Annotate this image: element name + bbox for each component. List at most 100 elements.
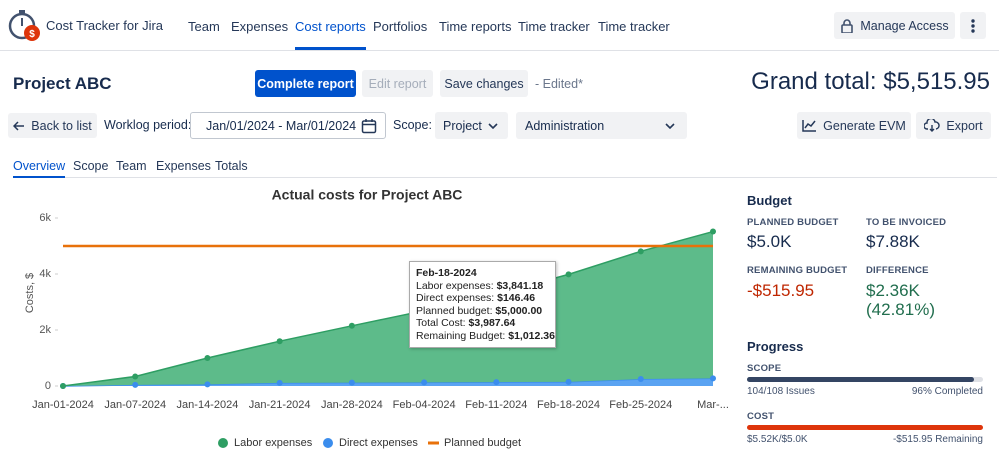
point	[276, 338, 283, 345]
export-button[interactable]: Export	[916, 112, 991, 139]
tooltip-row: Planned budget: $5,000.00	[416, 305, 549, 318]
tab[interactable]: Team	[116, 159, 147, 173]
tooltip-row-value: $5,000.00	[495, 304, 543, 317]
manage-access-button[interactable]: Manage Access	[834, 12, 955, 39]
difference-label: DIFFERENCE	[866, 265, 929, 276]
chart: Actual costs for Project ABC Costs, $ 0 2…	[24, 187, 729, 449]
chart-tooltip: Feb-18-2024 Labor expenses: $3,841.18 Dir…	[409, 261, 556, 348]
cloud-download-icon	[924, 119, 941, 132]
nav-item[interactable]: Expenses	[231, 19, 289, 34]
app-name: Cost Tracker for Jira	[46, 18, 164, 33]
tab-active-underline	[13, 176, 65, 178]
difference-percent: (42.81%)	[866, 300, 935, 319]
scope-progress-completed: 96% Completed	[911, 386, 983, 397]
tooltip-row: Labor expenses: $3,841.18	[416, 280, 549, 293]
nav-item[interactable]: Time tracker	[598, 19, 670, 34]
x-tick-label: Jan-01-2024	[32, 399, 94, 411]
nav-item[interactable]: Time reports	[439, 19, 512, 34]
scope-item-select[interactable]: Administration	[516, 112, 687, 139]
tooltip-row-value: $146.46	[497, 292, 536, 304]
difference-value: $2.36K	[866, 281, 920, 300]
point	[421, 379, 428, 386]
tooltip-row-value: $3,841.18	[496, 279, 544, 292]
edited-status: - Edited*	[535, 77, 583, 91]
chevron-icon	[665, 122, 675, 129]
legend-label: Planned budget	[444, 437, 521, 449]
nav-divider	[0, 50, 999, 51]
nav-item[interactable]: Portfolios	[373, 19, 428, 34]
point	[204, 381, 211, 388]
nav-item[interactable]: Time tracker	[518, 19, 590, 34]
x-tick-label: Feb-04-2024	[393, 399, 456, 411]
tooltip-row-label: Labor expenses:	[416, 279, 494, 292]
x-tick-label: Jan-28-2024	[321, 399, 383, 411]
save-changes-button[interactable]: Save changes	[440, 70, 528, 97]
x-tick-label: Feb-25-2024	[609, 399, 672, 411]
back-button[interactable]: Back to list	[8, 113, 97, 138]
project-title: Project ABC	[13, 74, 112, 93]
tab[interactable]: Scope	[73, 159, 109, 173]
nav-active-underline	[295, 47, 366, 50]
x-tick-label: Feb-11-2024	[465, 399, 527, 411]
budget-title: Budget	[747, 193, 792, 208]
x-tick-label: Jan-07-2024	[104, 399, 166, 411]
calendar-icon	[361, 118, 377, 133]
planned-budget-value: $5.0K	[747, 232, 792, 251]
tooltip-row: Direct expenses: $146.46	[416, 292, 549, 305]
tooltip-row-label: Total Cost:	[416, 317, 466, 329]
point	[493, 379, 500, 386]
worklog-period-field[interactable]: Jan/01/2024 - Mar/01/2024	[190, 112, 386, 139]
lock-icon	[841, 18, 854, 33]
legend-label: Direct expenses	[339, 437, 418, 449]
nav-item[interactable]: Team	[188, 19, 220, 34]
edit-report-button[interactable]: Edit report	[362, 70, 433, 97]
tooltip-row-label: Planned budget:	[416, 304, 493, 317]
cost-progress-amount: $5.52K/$5.0K	[747, 434, 808, 445]
nav-item[interactable]: Cost reports	[295, 19, 366, 34]
scope-progress-issues: 104/108 Issues	[747, 386, 815, 397]
point	[132, 373, 139, 380]
tab[interactable]: Expenses	[156, 159, 211, 173]
point	[348, 322, 355, 329]
point	[204, 355, 211, 361]
tab[interactable]: Overview	[13, 159, 66, 173]
tooltip-row-value: $1,012.36	[508, 329, 555, 342]
point	[637, 248, 644, 255]
kebab-icon	[971, 18, 975, 33]
generate-evm-button[interactable]: Generate EVM	[797, 112, 911, 139]
legend-label: Labor expenses	[234, 437, 313, 449]
planned-budget-label: PLANNED BUDGET	[747, 217, 839, 228]
y-axis-label: Costs, $	[24, 273, 36, 313]
scope-select-value: Project	[443, 118, 482, 133]
svg-text:$: $	[29, 29, 35, 40]
x-tick-label: Mar-...	[697, 399, 729, 411]
x-tick-label: Jan-21-2024	[249, 399, 311, 411]
scope-select[interactable]: Project	[435, 112, 508, 139]
point	[348, 379, 355, 386]
point	[565, 378, 572, 385]
generate-evm-label: Generate EVM	[823, 118, 906, 133]
remaining-budget-label: REMAINING BUDGET	[747, 265, 848, 276]
tooltip-row-label: Direct expenses:	[416, 292, 495, 304]
x-tick-label: Jan-14-2024	[177, 399, 239, 411]
more-button[interactable]	[960, 12, 986, 39]
complete-report-button[interactable]: Complete report	[255, 70, 356, 97]
legend-marker	[323, 438, 333, 448]
grand-total: Grand total: $5,515.95	[751, 68, 990, 95]
to-be-invoiced-value: $7.88K	[866, 232, 920, 251]
point	[710, 375, 716, 382]
cost-progress-fill	[747, 425, 983, 430]
tabs-divider	[13, 177, 997, 178]
progress-title: Progress	[747, 339, 804, 354]
complete-report-label: Complete report	[257, 76, 354, 91]
y-tick-label: 2k	[39, 324, 51, 336]
to-be-invoiced-label: TO BE INVOICED	[866, 217, 947, 228]
worklog-label: Worklog period:	[104, 118, 192, 132]
scope-label: Scope:	[393, 118, 432, 132]
tab[interactable]: Totals	[215, 159, 248, 173]
chart-icon	[802, 120, 817, 132]
cost-progress-remaining: -$515.95 Remaining	[892, 434, 983, 445]
scope-item-value: Administration	[525, 118, 605, 133]
scope-progress-label: SCOPE	[747, 363, 782, 374]
